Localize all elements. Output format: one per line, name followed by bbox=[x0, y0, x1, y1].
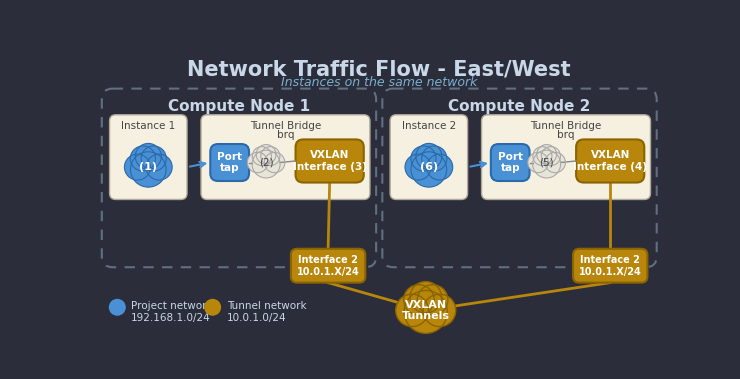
Text: VXLAN
Tunnels: VXLAN Tunnels bbox=[402, 299, 450, 321]
Text: VXLAN
Interface (3): VXLAN Interface (3) bbox=[292, 150, 366, 172]
Text: brq: brq bbox=[557, 130, 575, 140]
Circle shape bbox=[260, 147, 280, 166]
Circle shape bbox=[533, 150, 561, 178]
Circle shape bbox=[536, 144, 556, 164]
FancyBboxPatch shape bbox=[573, 249, 648, 283]
Text: (1): (1) bbox=[139, 162, 158, 172]
Text: Compute Node 2: Compute Node 2 bbox=[448, 99, 591, 114]
Circle shape bbox=[410, 282, 442, 313]
Text: Port
tap: Port tap bbox=[498, 152, 522, 173]
Circle shape bbox=[417, 285, 448, 315]
Circle shape bbox=[109, 299, 126, 316]
Text: Compute Node 1: Compute Node 1 bbox=[168, 99, 310, 114]
FancyBboxPatch shape bbox=[201, 115, 370, 199]
Circle shape bbox=[141, 146, 166, 171]
Circle shape bbox=[396, 294, 428, 327]
Circle shape bbox=[264, 152, 285, 173]
FancyBboxPatch shape bbox=[110, 115, 187, 199]
Circle shape bbox=[404, 290, 448, 334]
Text: Port
tap: Port tap bbox=[217, 152, 242, 173]
Text: Interface 2
10.0.1.X/24: Interface 2 10.0.1.X/24 bbox=[579, 255, 642, 277]
Text: Instances on the same network: Instances on the same network bbox=[281, 76, 477, 89]
Text: (6): (6) bbox=[420, 162, 438, 172]
Circle shape bbox=[416, 143, 442, 169]
FancyBboxPatch shape bbox=[491, 144, 530, 181]
Circle shape bbox=[146, 154, 172, 180]
Text: VXLAN
Interface (4): VXLAN Interface (4) bbox=[574, 150, 648, 172]
Text: brq: brq bbox=[277, 130, 295, 140]
Circle shape bbox=[252, 147, 272, 166]
Text: (2): (2) bbox=[259, 158, 273, 168]
FancyBboxPatch shape bbox=[210, 144, 249, 181]
Circle shape bbox=[403, 285, 434, 315]
Circle shape bbox=[130, 146, 155, 171]
FancyBboxPatch shape bbox=[576, 139, 645, 183]
Circle shape bbox=[423, 294, 456, 327]
Circle shape bbox=[130, 152, 166, 187]
Circle shape bbox=[411, 146, 436, 171]
Circle shape bbox=[528, 152, 548, 173]
Circle shape bbox=[542, 147, 560, 166]
Text: Project network
192.168.1.0/24: Project network 192.168.1.0/24 bbox=[131, 301, 213, 323]
Circle shape bbox=[427, 154, 453, 180]
Text: Instance 1: Instance 1 bbox=[121, 121, 175, 131]
Text: Tunnel Bridge: Tunnel Bridge bbox=[250, 121, 321, 131]
FancyBboxPatch shape bbox=[390, 115, 468, 199]
Circle shape bbox=[405, 154, 431, 180]
Circle shape bbox=[204, 299, 221, 316]
FancyBboxPatch shape bbox=[482, 115, 650, 199]
Text: (5): (5) bbox=[539, 158, 554, 168]
FancyBboxPatch shape bbox=[291, 249, 366, 283]
Circle shape bbox=[256, 144, 276, 164]
Text: Interface 2
10.0.1.X/24: Interface 2 10.0.1.X/24 bbox=[297, 255, 360, 277]
Text: Tunnel network
10.0.1.0/24: Tunnel network 10.0.1.0/24 bbox=[226, 301, 306, 323]
Circle shape bbox=[247, 152, 268, 173]
Text: Tunnel Bridge: Tunnel Bridge bbox=[531, 121, 602, 131]
Text: Network Traffic Flow - East/West: Network Traffic Flow - East/West bbox=[187, 60, 571, 79]
Circle shape bbox=[252, 150, 280, 178]
FancyBboxPatch shape bbox=[295, 139, 364, 183]
Circle shape bbox=[422, 146, 447, 171]
Text: Instance 2: Instance 2 bbox=[402, 121, 456, 131]
Circle shape bbox=[411, 152, 447, 187]
Circle shape bbox=[124, 154, 150, 180]
Circle shape bbox=[135, 143, 161, 169]
Circle shape bbox=[545, 152, 565, 173]
Circle shape bbox=[533, 147, 552, 166]
